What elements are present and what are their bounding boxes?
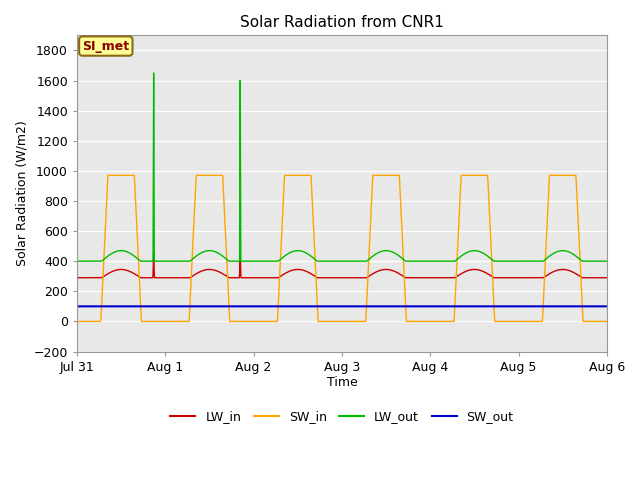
SW_out [104,303,112,309]
LW_in [603,275,611,281]
SW_out [309,303,317,309]
SW_in [105,172,113,178]
X-axis label: Time: Time [326,376,357,389]
LW_in [301,268,308,274]
Line: LW_out: LW_out [77,73,607,261]
Line: LW_in: LW_in [77,252,607,278]
LW_out [309,255,317,261]
LW_out [150,70,157,76]
LW_out [104,253,112,259]
LW_out [603,258,611,264]
SW_out [530,303,538,309]
LW_in [150,249,157,255]
LW_in [73,275,81,281]
LW_in [355,275,363,281]
LW_in [309,272,317,278]
SW_in [531,319,538,324]
Legend: LW_in, SW_in, LW_out, SW_out: LW_in, SW_in, LW_out, SW_out [165,405,518,428]
SW_out [413,303,421,309]
SW_out [355,303,363,309]
SW_in [414,319,422,324]
SW_in [603,319,611,324]
LW_in [414,275,422,281]
LW_in [531,275,538,281]
SW_in [104,172,112,178]
Title: Solar Radiation from CNR1: Solar Radiation from CNR1 [240,15,444,30]
LW_out [73,258,81,264]
SW_out [301,303,308,309]
SW_in [73,319,81,324]
LW_out [301,249,308,255]
SW_in [309,218,317,224]
SW_out [603,303,611,309]
SW_out [73,303,81,309]
SW_in [355,319,363,324]
LW_out [355,258,363,264]
SW_in [301,172,308,178]
Line: SW_in: SW_in [77,175,607,322]
Text: SI_met: SI_met [83,39,129,53]
LW_out [531,258,538,264]
Y-axis label: Solar Radiation (W/m2): Solar Radiation (W/m2) [15,120,28,266]
LW_out [414,258,422,264]
LW_in [104,271,112,276]
